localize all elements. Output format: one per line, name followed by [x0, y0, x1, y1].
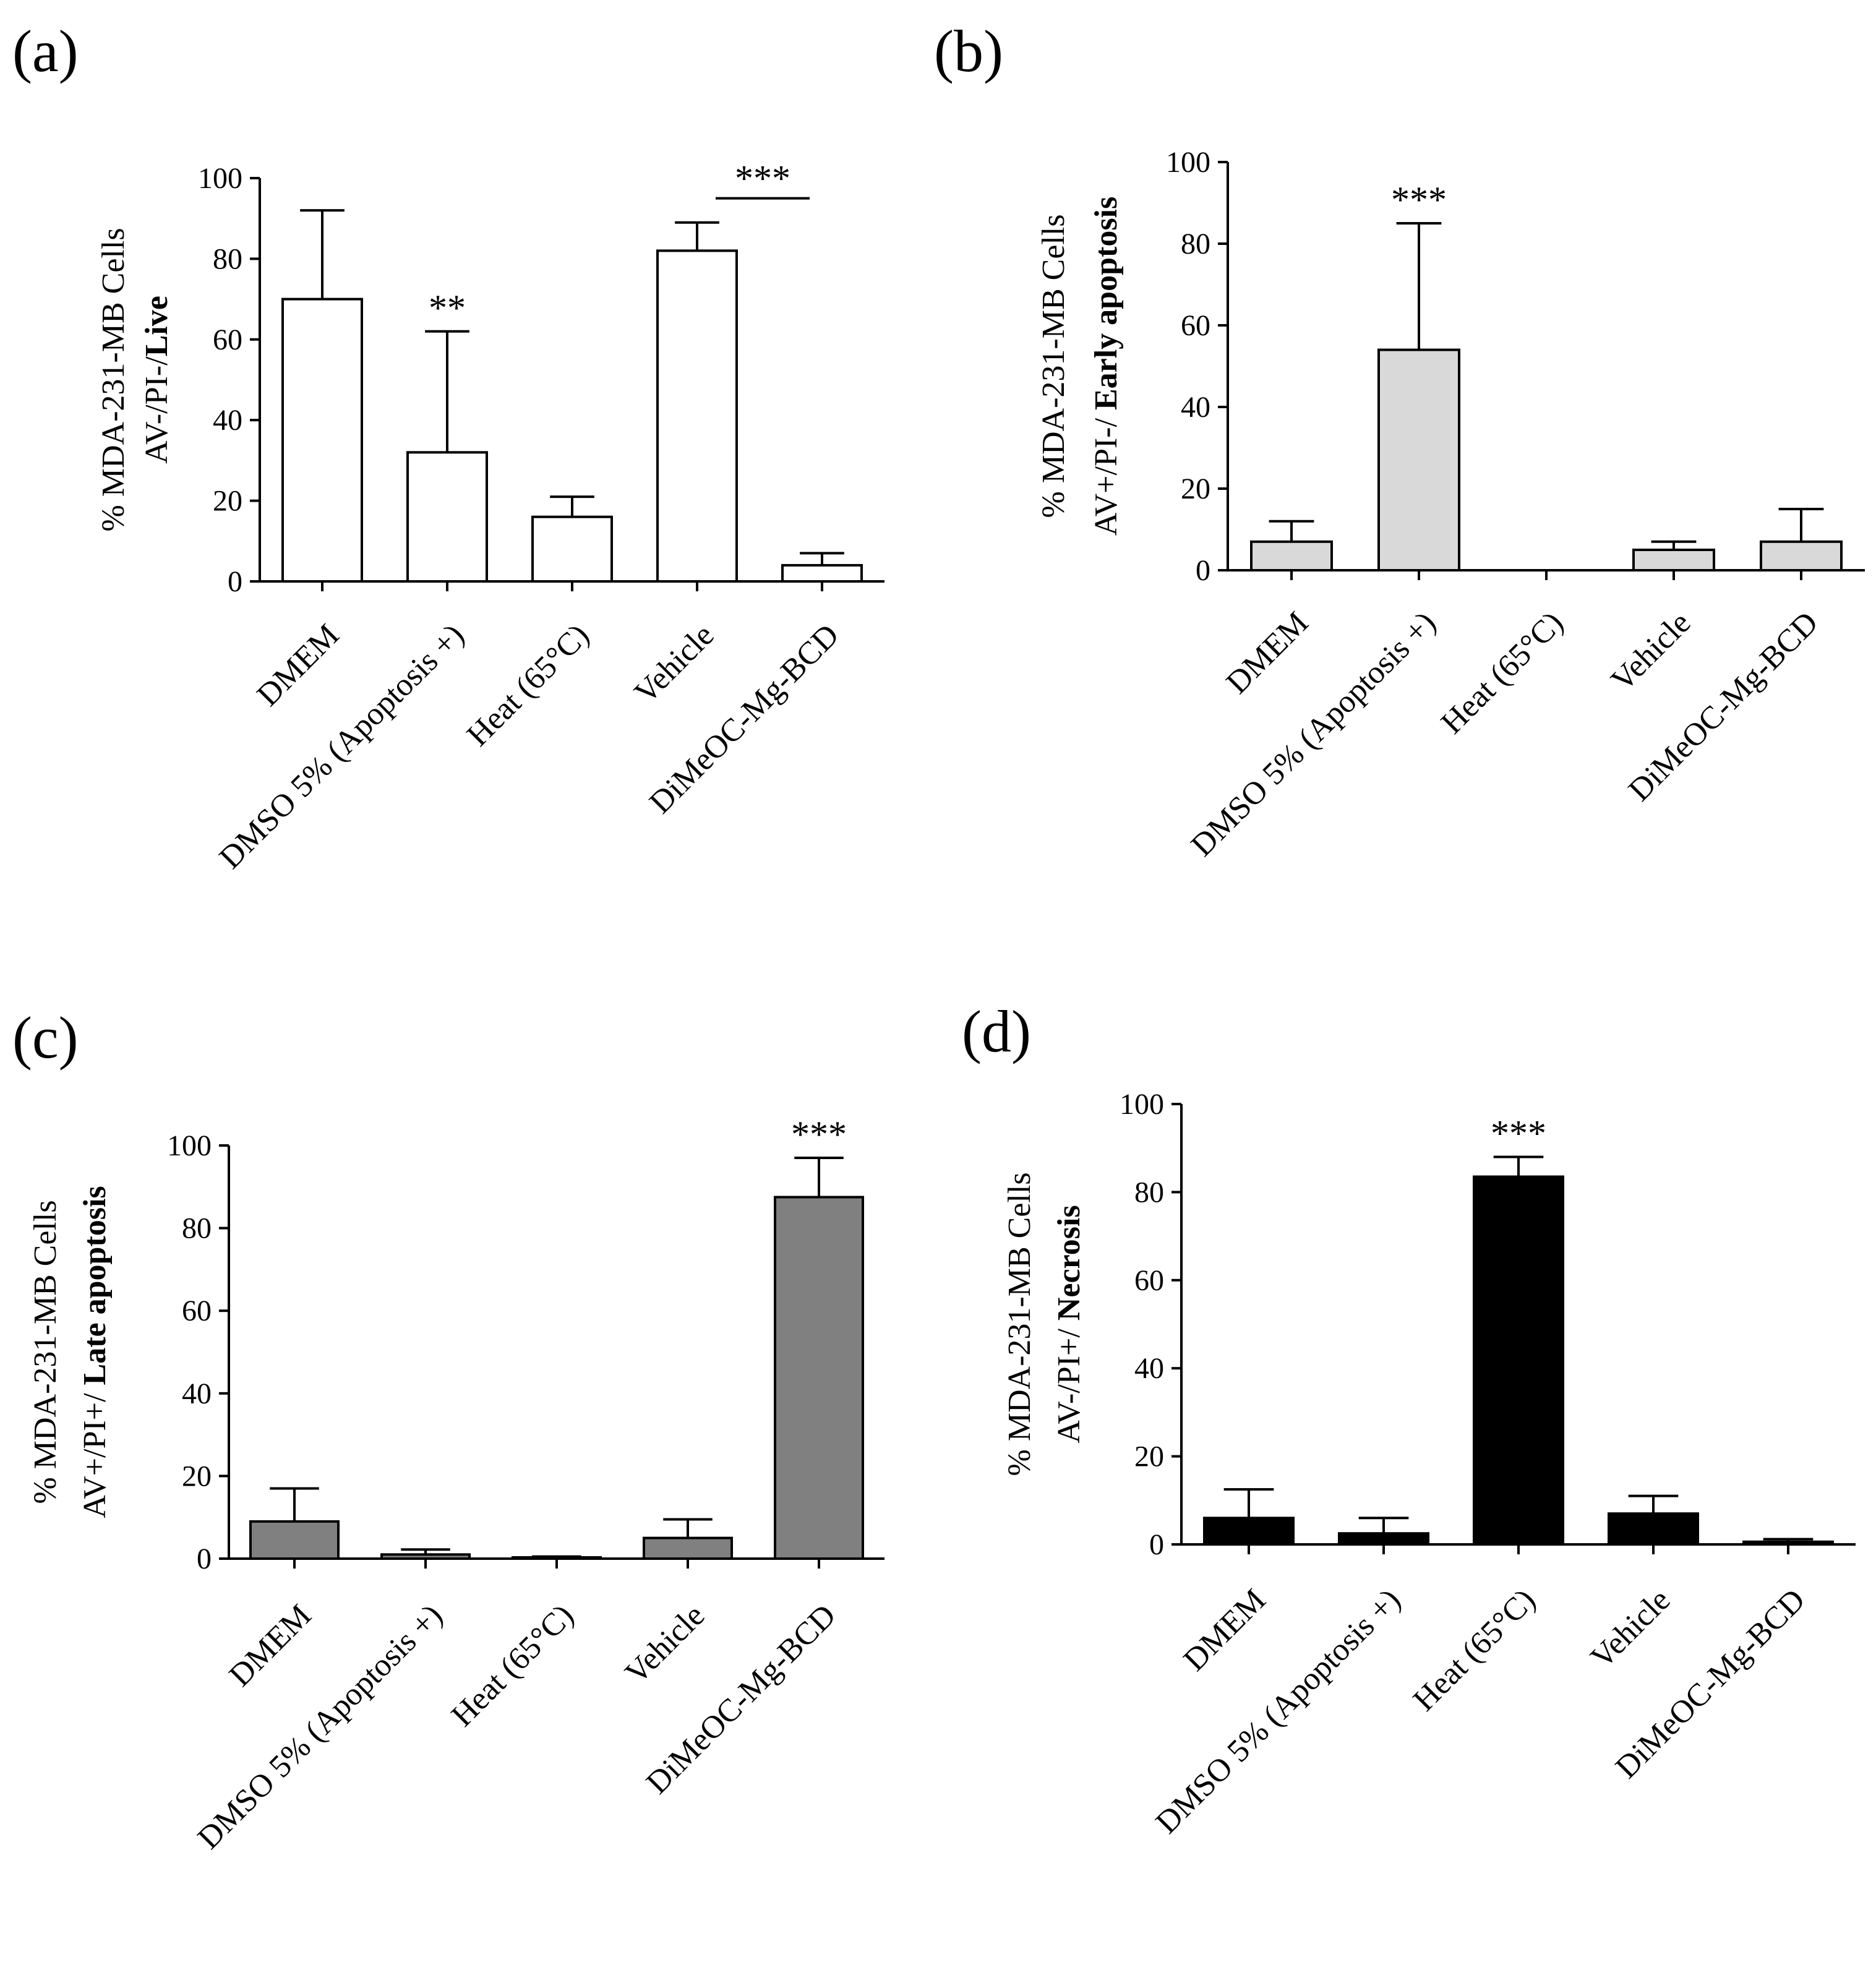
y-tick-label: 0 — [228, 565, 242, 598]
x-category-label: DMEM — [223, 1598, 319, 1693]
panel-d: (d) % MDA-231-MB Cells AV-/PI+/ Necrosis 0 2… — [962, 998, 1856, 1841]
bar — [1760, 540, 1843, 572]
x-category-label: DMEM — [1177, 1582, 1273, 1678]
y-axis-label-line1: % MDA-231-MB Cells — [28, 1200, 63, 1504]
x-category-label: DMEM — [251, 617, 346, 713]
y-tick-label: 0 — [1149, 1528, 1164, 1561]
x-category-label: DMEM — [1220, 605, 1316, 701]
bar — [281, 298, 363, 583]
bar — [1473, 1175, 1564, 1546]
y-axis-label-emphasis: Live — [139, 296, 174, 356]
y-axis-label-prefix: AV-/PI+/ — [1052, 1321, 1087, 1443]
bar — [781, 563, 863, 583]
x-category-label: Vehicle — [619, 1598, 712, 1691]
bar — [380, 1553, 471, 1560]
y-axis-label-line2: AV+/PI+/ Late apoptosis — [77, 1186, 113, 1518]
y-tick-label: 80 — [1181, 228, 1210, 260]
y-axis-label-prefix: AV+/PI+/ — [77, 1385, 113, 1518]
x-category-label: Vehicle — [1604, 605, 1698, 698]
x-category-label: DMSO 5% (Apoptosis +) — [1149, 1582, 1408, 1841]
y-tick-label: 40 — [182, 1377, 212, 1410]
x-category-label: Vehicle — [628, 617, 721, 711]
y-axis-label-line1: % MDA-231-MB Cells — [1002, 1172, 1037, 1476]
y-tick-label: 0 — [197, 1543, 212, 1575]
y-tick-label: 80 — [213, 242, 242, 275]
y-axis-label-line2: AV-/PI+/ Necrosis — [1052, 1205, 1087, 1443]
y-axis-label-line2: AV+/PI-/ Early apoptosis — [1089, 197, 1124, 536]
x-category-label: Heat (65°C) — [1407, 1582, 1542, 1718]
y-axis-label-emphasis: Early apoptosis — [1089, 197, 1124, 410]
bar — [1742, 1540, 1834, 1546]
bar — [774, 1196, 864, 1560]
y-tick-label: 40 — [1134, 1352, 1164, 1385]
panel-a: (a) % MDA-231-MB Cells AV-/PI-/Live 0 20 40 60… — [12, 18, 884, 876]
significance-marker: *** — [1391, 179, 1447, 220]
bar — [1608, 1512, 1699, 1546]
bar — [643, 1536, 733, 1560]
x-category-label: DMSO 5% (Apoptosis +) — [1184, 605, 1443, 863]
y-tick-label: 20 — [1134, 1441, 1164, 1473]
x-category-label: Vehicle — [1584, 1582, 1677, 1676]
y-tick-label: 20 — [182, 1460, 212, 1492]
bar — [406, 451, 488, 583]
significance-marker: ** — [429, 288, 466, 328]
x-category-label: Heat (65°C) — [445, 1598, 580, 1733]
significance-marker: *** — [791, 1114, 847, 1155]
y-tick-label: 60 — [213, 323, 242, 356]
bar — [1250, 540, 1333, 572]
y-tick-label: 60 — [1181, 309, 1210, 342]
significance-marker: *** — [1491, 1113, 1546, 1154]
y-axis-label-line1: % MDA-231-MB Cells — [96, 228, 131, 531]
y-tick-label: 60 — [182, 1295, 212, 1327]
bar — [656, 249, 738, 583]
y-axis-label-prefix: AV+/PI-/ — [1089, 410, 1124, 536]
bar — [1377, 348, 1460, 572]
y-tick-label: 40 — [1181, 391, 1210, 424]
y-tick-label: 100 — [1166, 146, 1210, 179]
x-category-label: Heat (65°C) — [460, 617, 596, 753]
y-tick-label: 0 — [1196, 554, 1210, 587]
y-tick-label: 100 — [198, 162, 242, 195]
y-axis-label-emphasis: Late apoptosis — [77, 1186, 113, 1385]
y-tick-label: 40 — [213, 404, 242, 437]
y-tick-label: 80 — [182, 1212, 212, 1245]
y-tick-label: 20 — [1181, 473, 1210, 505]
y-axis-label-prefix: AV-/PI-/ — [139, 356, 174, 464]
bar — [531, 515, 613, 583]
y-axis-label-line2: AV-/PI-/Live — [139, 296, 174, 464]
y-tick-label: 100 — [167, 1129, 212, 1162]
y-tick-label: 20 — [213, 485, 242, 518]
y-axis-label-emphasis: Necrosis — [1052, 1205, 1087, 1321]
y-tick-label: 100 — [1120, 1088, 1164, 1121]
panel-letter: (c) — [12, 1004, 79, 1071]
significance-marker: *** — [735, 158, 790, 199]
y-axis-label-line1: % MDA-231-MB Cells — [1036, 214, 1071, 518]
panel-letter: (b) — [934, 18, 1003, 84]
panel-c: (c) % MDA-231-MB Cells AV+/PI+/ Late apopt… — [12, 1004, 884, 1856]
panel-b: (b) % MDA-231-MB Cells AV+/PI-/ Early apop… — [934, 18, 1865, 863]
panel-letter: (d) — [962, 998, 1031, 1064]
x-category-label: DMSO 5% (Apoptosis +) — [191, 1598, 450, 1856]
bar — [512, 1556, 602, 1560]
y-tick-label: 60 — [1134, 1264, 1164, 1297]
y-tick-label: 80 — [1134, 1176, 1164, 1209]
bar — [1632, 549, 1715, 572]
bar — [1203, 1517, 1295, 1546]
bar — [249, 1520, 340, 1560]
x-category-label: DMSO 5% (Apoptosis +) — [213, 617, 471, 876]
x-category-label: Heat (65°C) — [1434, 605, 1570, 740]
panel-letter: (a) — [12, 18, 79, 84]
bar — [1338, 1532, 1429, 1546]
